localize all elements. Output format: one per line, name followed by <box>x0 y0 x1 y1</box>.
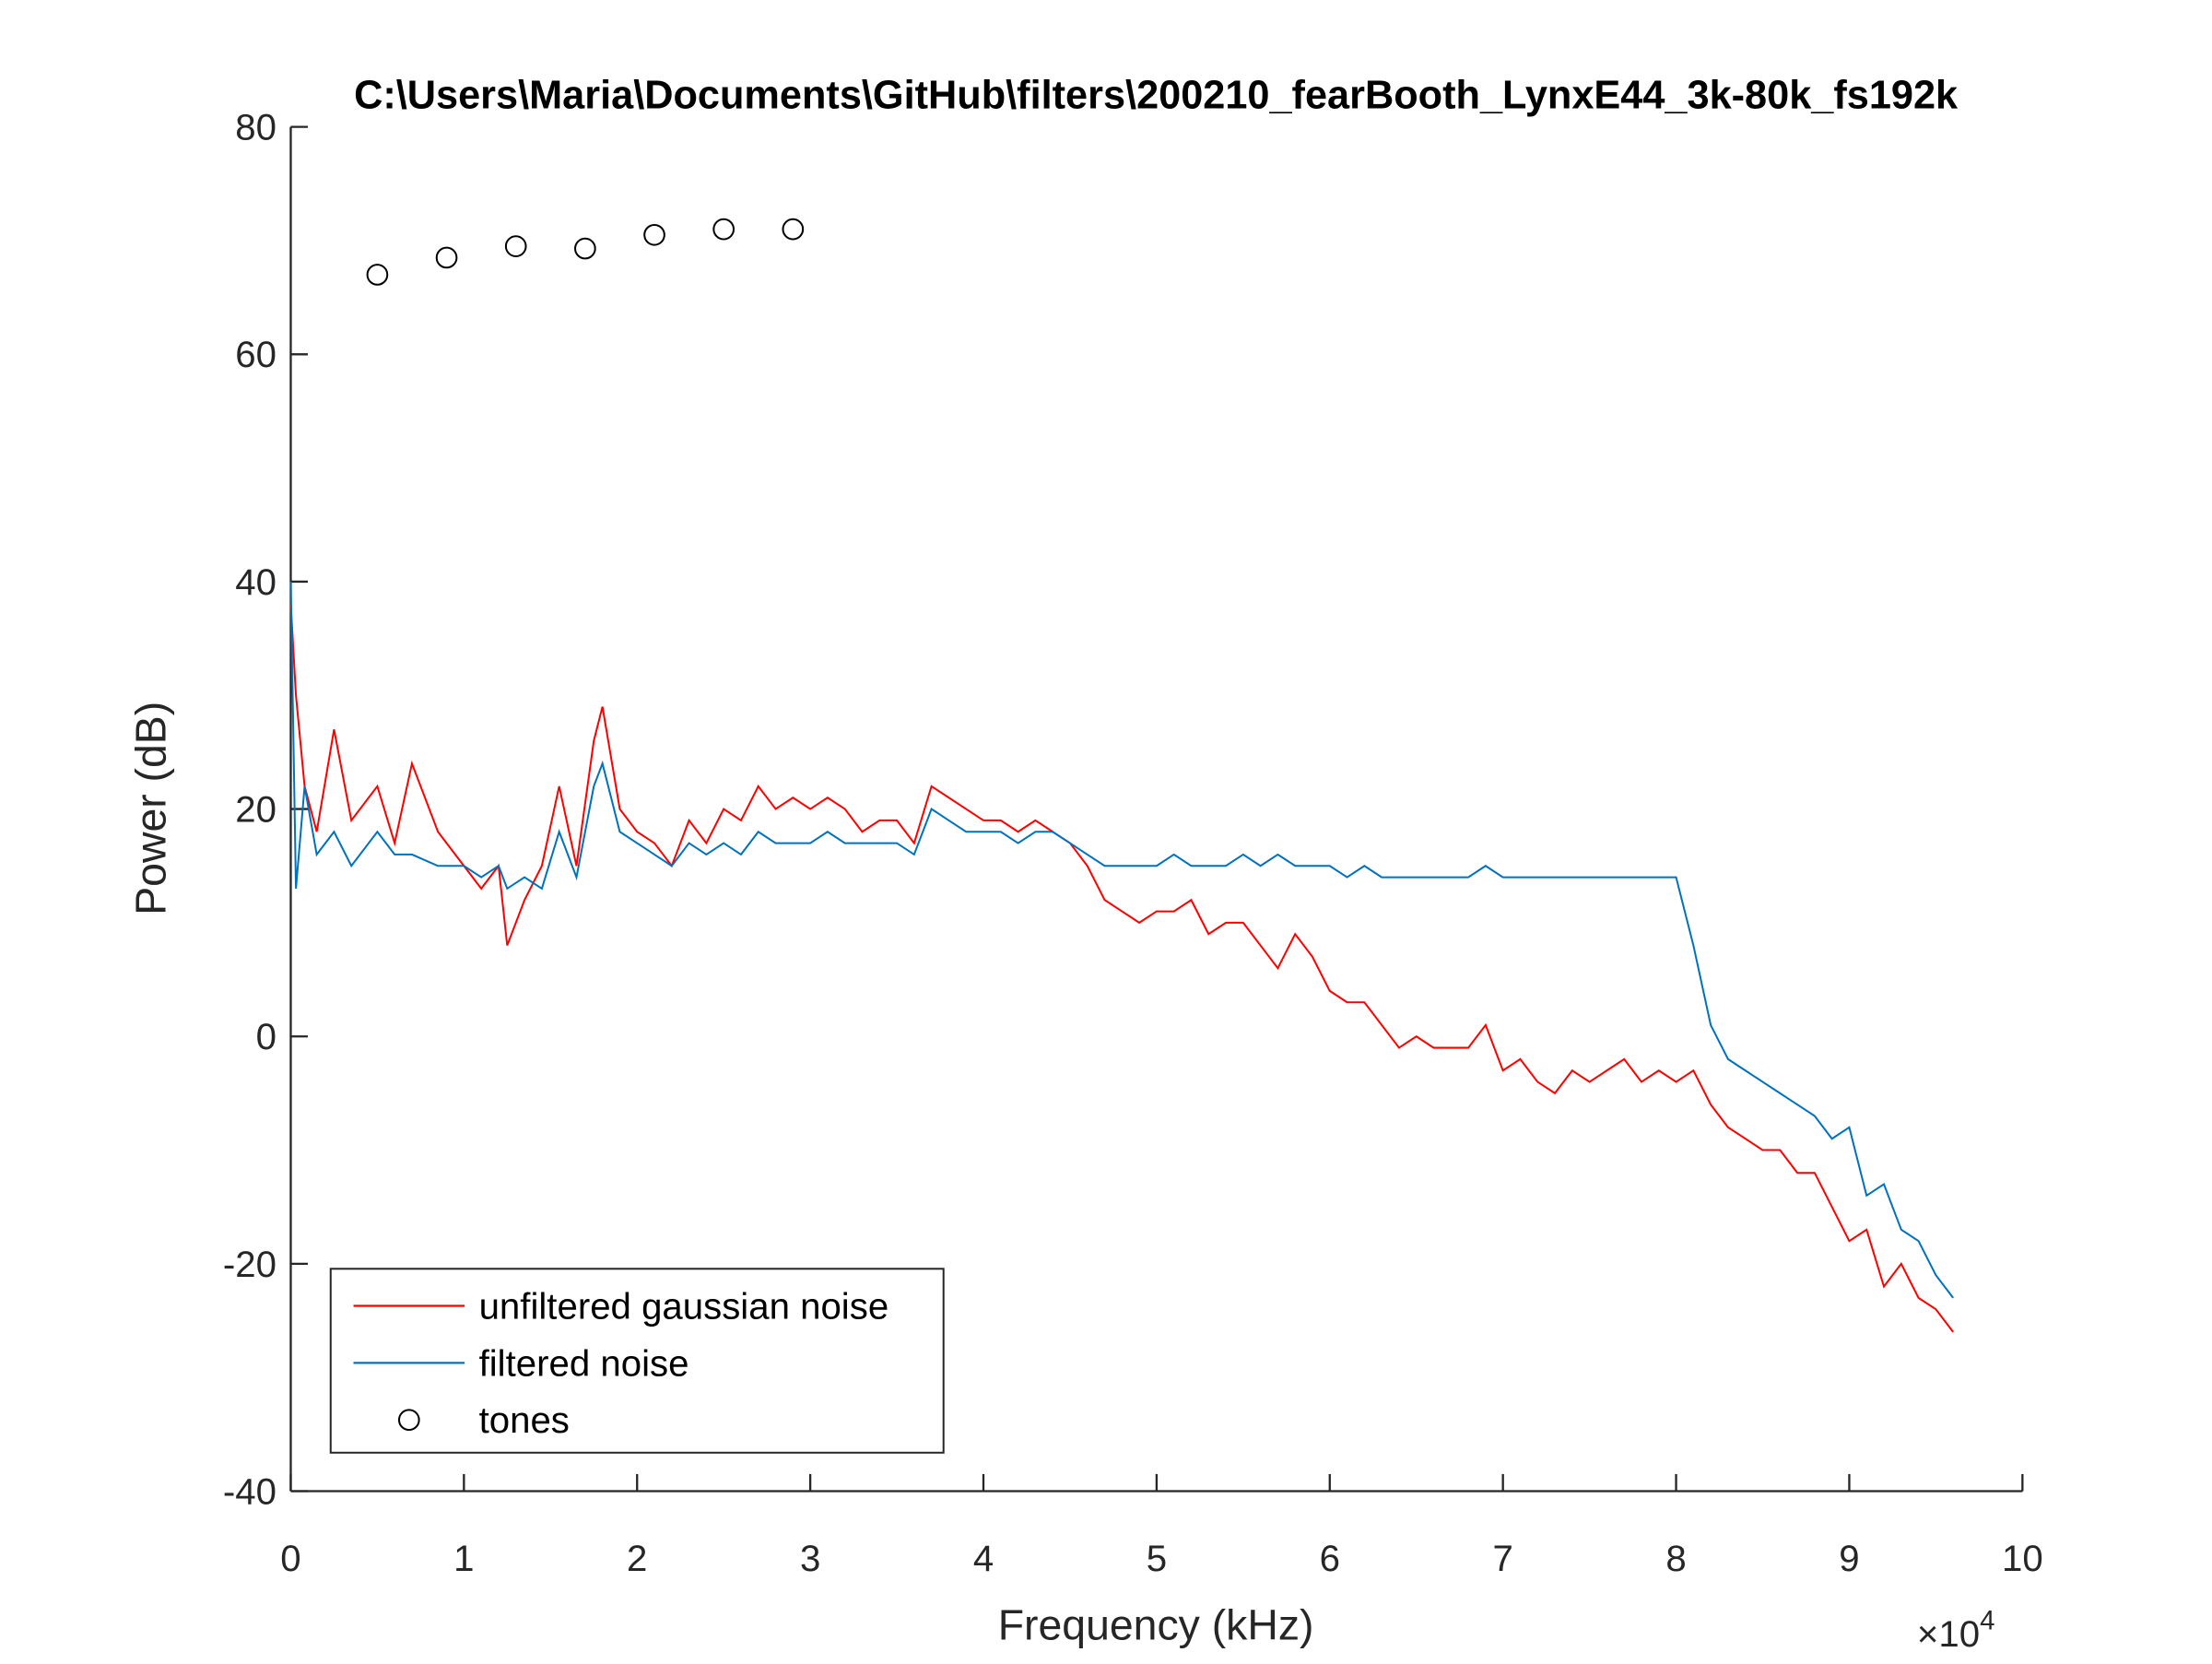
x-exponent-power: 4 <box>1980 1606 1994 1636</box>
x-tick-label: 9 <box>1839 1538 1859 1579</box>
tone-marker <box>366 264 389 286</box>
x-axis-label: Frequency (kHz) <box>998 1600 1314 1648</box>
x-tick-label: 3 <box>800 1538 820 1579</box>
x-tick-label: 4 <box>973 1538 994 1579</box>
x-tick-label: 7 <box>1492 1538 1512 1579</box>
series-line <box>289 581 1954 1299</box>
chart-title: C:\Users\Maria\Documents\GitHub\filters\… <box>354 74 1959 118</box>
x-tick-label: 2 <box>627 1538 647 1579</box>
legend-label: filtered noise <box>479 1342 689 1384</box>
y-tick-label: -20 <box>223 1244 276 1285</box>
x-tick-label: 0 <box>280 1538 300 1579</box>
y-tick-label: -40 <box>223 1470 276 1512</box>
y-tick-label: 40 <box>235 561 276 603</box>
x-exponent: ×104 <box>1917 1606 1995 1656</box>
legend-marker <box>397 1409 420 1432</box>
series-line <box>289 604 1954 1333</box>
tone-marker <box>643 223 665 246</box>
x-tick-label: 10 <box>2002 1538 2043 1579</box>
legend-label: unfiltered gaussian noise <box>479 1285 889 1327</box>
tone-marker <box>435 246 458 269</box>
tone-marker <box>782 218 805 241</box>
x-tick-label: 1 <box>453 1538 474 1579</box>
y-tick-label: 60 <box>235 334 276 375</box>
x-tick-label: 8 <box>1665 1538 1686 1579</box>
legend-box <box>329 1268 945 1454</box>
y-tick-label: 20 <box>235 788 276 830</box>
y-axis-label: Power (dB) <box>126 702 174 915</box>
tone-marker <box>504 235 527 257</box>
tone-marker <box>712 218 735 241</box>
y-tick-label: 80 <box>235 107 276 148</box>
legend-label: tones <box>479 1399 570 1441</box>
x-exponent-base: ×10 <box>1917 1613 1980 1655</box>
x-tick-label: 5 <box>1147 1538 1167 1579</box>
y-tick-label: 0 <box>256 1016 276 1057</box>
x-tick-label: 6 <box>1320 1538 1340 1579</box>
tone-marker <box>574 237 596 260</box>
